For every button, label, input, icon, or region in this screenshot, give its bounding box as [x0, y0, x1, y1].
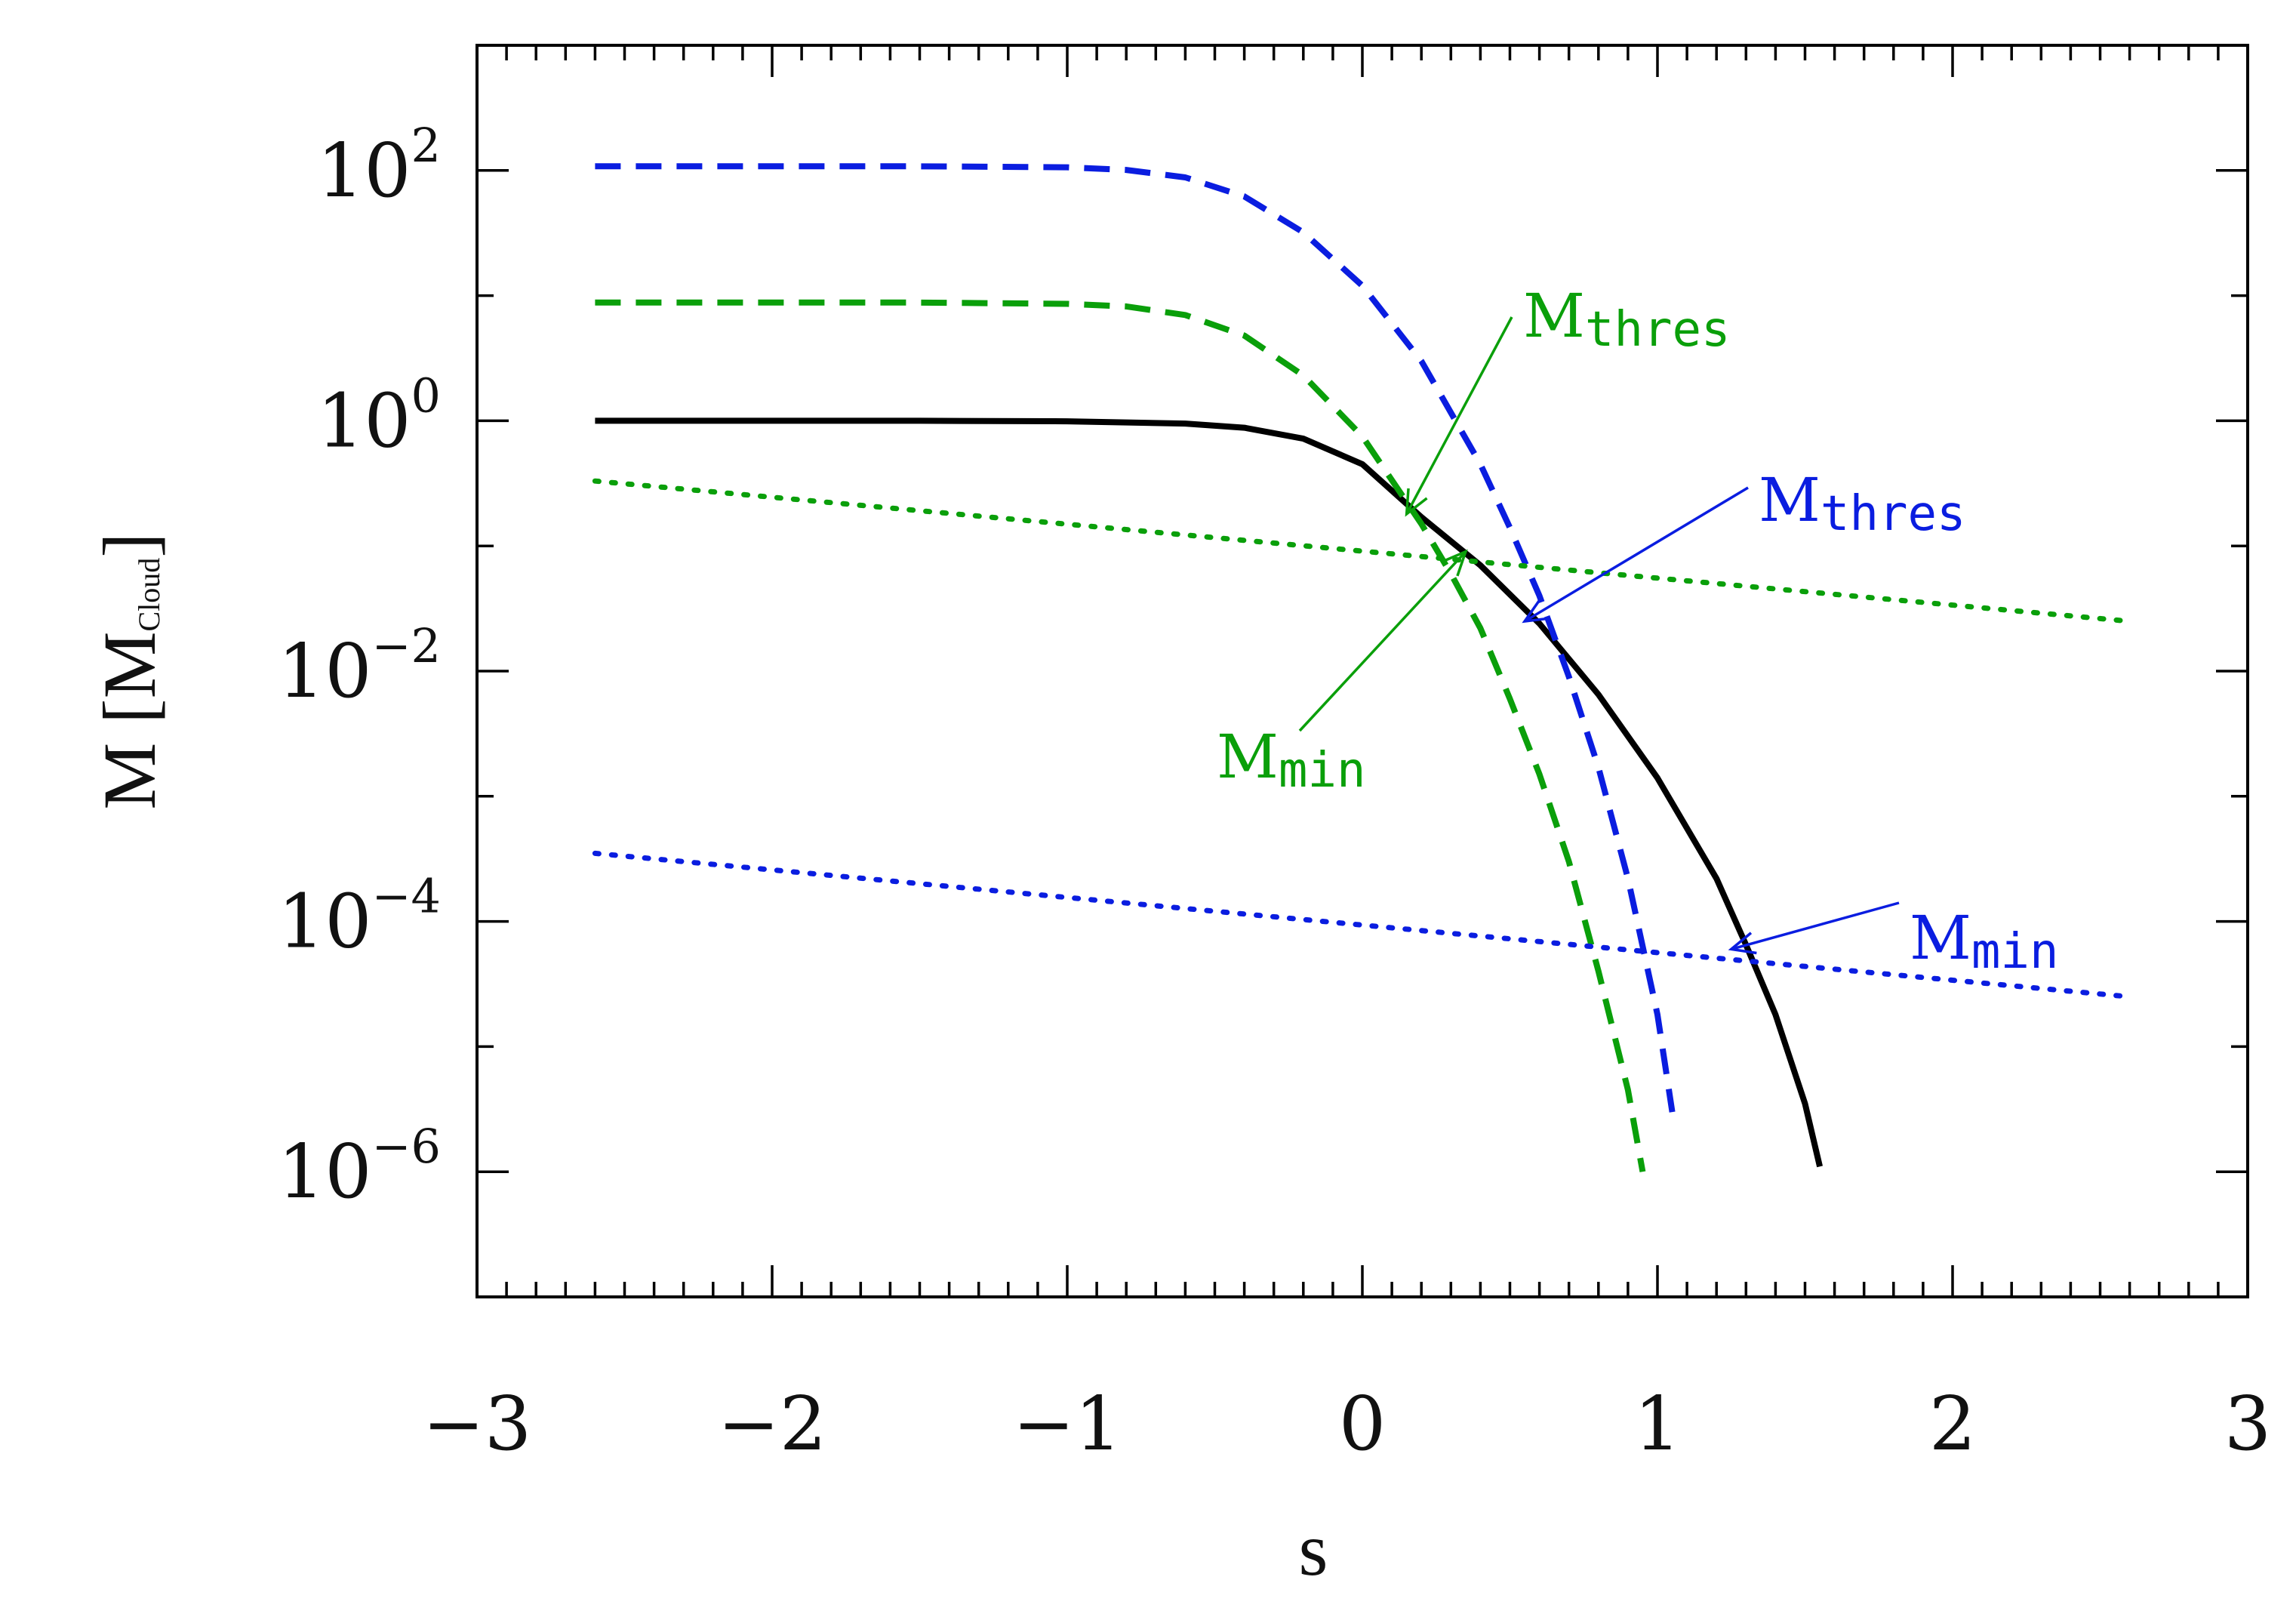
y-tick-base: 10: [278, 629, 372, 715]
annotation-arrow-shaft: [1298, 550, 1467, 732]
x-tick-label: −1: [1013, 1381, 1122, 1468]
series-line-3-dashed: [595, 163, 1676, 1113]
ticks-layer: [476, 45, 2249, 1297]
y-tick-base: 10: [317, 128, 411, 214]
y-tick-base: 10: [278, 879, 372, 966]
x-tick-label: 3: [2224, 1381, 2271, 1468]
annotation-arrow-head: [1441, 549, 1468, 577]
annotation-arrow-head: [1728, 932, 1757, 955]
y-tick-label: 10−6: [278, 1119, 441, 1215]
y-tick-base: 10: [317, 378, 411, 464]
y-tick-label: 100: [317, 368, 441, 464]
annotation-label-main: M: [1910, 903, 1971, 973]
annotation-label-min: Mmin: [1217, 722, 1366, 799]
y-tick-exponent: −6: [372, 1119, 441, 1174]
x-tick-label: 1: [1634, 1381, 1681, 1468]
y-axis-title: M [MCloud]: [88, 532, 171, 809]
annotation-label-main: M: [1523, 281, 1585, 351]
y-tick-exponent: −4: [372, 869, 441, 924]
x-tick-label: −2: [718, 1381, 826, 1468]
annotation-arrow-head: [1405, 488, 1428, 517]
y-tick-exponent: −2: [372, 618, 441, 673]
y-tick-base: 10: [278, 1129, 372, 1215]
series-line-2-dashed: [595, 299, 1646, 1172]
annotation-arrow-shaft: [1731, 901, 1900, 951]
y-axis-title-main: M [M: [88, 631, 171, 809]
y-tick-exponent: 2: [411, 118, 441, 173]
x-tick-label: −3: [423, 1381, 531, 1468]
y-axis-title-subscript: Cloud: [132, 558, 166, 632]
y-tick-label: 102: [317, 118, 441, 214]
annotation-label-main: M: [1759, 465, 1820, 535]
series-layer: [592, 163, 2133, 1172]
x-tick-label: 0: [1339, 1381, 1386, 1468]
y-tick-label: 10−4: [278, 869, 441, 966]
series-line-4-dotted: [592, 478, 2133, 624]
annotation-label-subscript: min: [1279, 743, 1366, 799]
y-tick-label: 10−2: [278, 618, 441, 715]
annotation-label-subscript: thres: [1585, 302, 1731, 358]
series-line-5-dotted: [592, 850, 2133, 999]
x-axis-title: s: [1299, 1508, 1328, 1591]
annotation-arrow-head: [1522, 599, 1551, 624]
annotation-arrow-shaft: [1524, 486, 1749, 623]
annotation-label-thres: Mthres: [1759, 465, 1966, 542]
annotation-arrow-shaft: [1405, 316, 1513, 515]
annotation-label-min: Mmin: [1910, 903, 2059, 980]
annotation-label-main: M: [1217, 722, 1279, 792]
annotation-label-thres: Mthres: [1523, 281, 1731, 358]
x-tick-label: 2: [1929, 1381, 1976, 1468]
annotation-label-subscript: min: [1971, 924, 2059, 980]
y-tick-exponent: 0: [411, 368, 441, 423]
y-axis-title-close: ]: [88, 532, 171, 557]
series-line-1-solid: [595, 417, 1823, 1168]
annotation-label-subscript: thres: [1820, 486, 1966, 542]
